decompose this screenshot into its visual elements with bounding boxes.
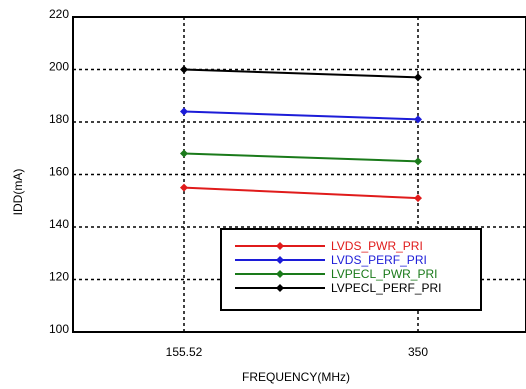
data-point (180, 149, 188, 158)
y-tick-label: 120 (49, 270, 69, 284)
data-point (414, 73, 422, 82)
legend-swatch-marker (276, 284, 284, 292)
series-layer (180, 65, 422, 203)
legend-label: LVPECL_PERF_PRI (331, 281, 442, 295)
y-tick-label: 220 (49, 7, 69, 21)
series-LVPECL_PERF_PRI (180, 65, 422, 82)
x-tick-label: 350 (408, 345, 428, 359)
series-LVDS_PWR_PRI (180, 183, 422, 203)
y-tick-labels: 100 120 140 160 180 200 220 (49, 7, 69, 336)
y-tick-label: 180 (49, 112, 69, 126)
x-tick-labels: 155.52 350 (166, 345, 429, 359)
data-point (414, 194, 422, 203)
x-axis-label: FREQUENCY(MHz) (242, 370, 350, 384)
series-line (183, 186, 419, 200)
y-tick-label: 100 (49, 322, 69, 336)
data-point (180, 65, 188, 74)
plot-frame (72, 16, 526, 333)
series-LVPECL_PWR_PRI (180, 149, 422, 166)
y-tick-label: 200 (49, 60, 69, 74)
legend-swatch-marker (276, 270, 284, 278)
legend: LVDS_PWR_PRILVDS_PERF_PRILVPECL_PWR_PRIL… (220, 228, 482, 311)
legend-label: LVDS_PERF_PRI (331, 253, 427, 267)
grid (73, 17, 526, 332)
legend-label: LVPECL_PWR_PRI (331, 267, 437, 281)
series-line (183, 152, 419, 163)
series-LVDS_PERF_PRI (180, 107, 422, 124)
data-point (180, 107, 188, 116)
series-line (183, 68, 419, 79)
y-axis-label: IDD(mA) (11, 169, 25, 216)
y-tick-label: 140 (49, 217, 69, 231)
x-tick-label: 155.52 (166, 345, 203, 359)
legend-label: LVDS_PWR_PRI (331, 239, 423, 253)
legend-swatch-marker (276, 242, 284, 250)
data-point (414, 157, 422, 166)
y-tick-label: 160 (49, 165, 69, 179)
series-line (183, 110, 419, 121)
data-point (180, 183, 188, 192)
legend-box (220, 228, 482, 311)
legend-swatch-marker (276, 256, 284, 264)
data-point (414, 115, 422, 124)
